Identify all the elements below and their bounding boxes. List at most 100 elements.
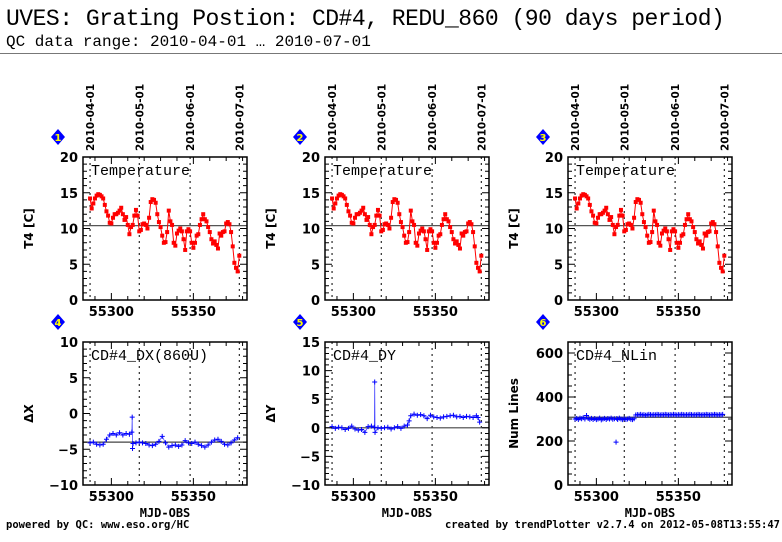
data-point	[209, 237, 214, 242]
data-point	[334, 196, 339, 201]
top-axis-date-label: 2010-06-01	[185, 84, 197, 151]
data-point	[416, 231, 421, 236]
data-point	[120, 432, 126, 438]
y-tick-label: 15	[302, 187, 320, 202]
data-point	[406, 418, 412, 424]
data-point	[459, 231, 464, 236]
data-point	[395, 200, 400, 205]
data-point	[349, 423, 355, 429]
data-point	[612, 232, 617, 237]
data-point	[119, 205, 124, 210]
data-point	[372, 429, 378, 435]
data-point	[461, 233, 466, 238]
data-point	[651, 208, 656, 213]
data-point	[475, 415, 481, 421]
data-point	[477, 269, 482, 274]
data-point	[171, 240, 176, 245]
data-point	[343, 196, 348, 201]
plot-label: CD#4_DY	[333, 348, 396, 365]
data-point	[145, 226, 150, 231]
x-tick-label: 55350	[656, 490, 701, 505]
y-axis-label: Num Lines	[507, 378, 521, 449]
data-point	[686, 212, 691, 217]
data-point	[681, 232, 686, 237]
data-point	[630, 226, 635, 231]
data-point	[97, 442, 103, 448]
data-point	[346, 209, 351, 214]
data-point	[179, 229, 184, 234]
data-point	[146, 442, 152, 448]
y-tick-label: 10	[60, 223, 78, 238]
data-point	[618, 207, 623, 212]
data-point	[450, 412, 456, 418]
data-point	[663, 226, 668, 231]
data-point	[148, 200, 153, 205]
data-point	[613, 439, 619, 445]
data-point	[584, 412, 590, 418]
data-point	[643, 225, 648, 230]
y-tick-label: 10	[60, 336, 78, 351]
data-point	[351, 221, 356, 226]
footer-powered-by: powered by QC: www.eso.org/HC	[6, 519, 190, 531]
data-point	[133, 440, 139, 446]
data-point	[222, 441, 228, 447]
data-point	[339, 425, 345, 431]
x-tick-label: 55350	[171, 305, 216, 320]
data-point	[454, 414, 460, 420]
data-point	[380, 227, 385, 232]
data-point	[109, 221, 114, 226]
badge-number: 6	[540, 318, 547, 329]
data-point	[696, 241, 701, 246]
data-point	[391, 425, 397, 431]
x-axis-label: MJD-OBS	[625, 506, 676, 520]
data-point	[457, 413, 463, 419]
data-point	[382, 425, 388, 431]
data-point	[692, 230, 697, 235]
data-point	[130, 446, 136, 452]
y-tick-label: 0	[69, 408, 78, 423]
data-point	[202, 217, 207, 222]
data-point	[648, 240, 653, 245]
data-point	[694, 237, 699, 242]
data-point	[110, 431, 116, 437]
data-point	[130, 441, 136, 447]
data-point	[431, 240, 436, 245]
top-axis-date-label: 2010-05-01	[376, 84, 388, 151]
data-point	[361, 205, 366, 210]
data-point	[397, 212, 402, 217]
data-point	[444, 413, 450, 419]
data-point	[664, 229, 669, 234]
data-point	[421, 229, 426, 234]
data-point	[699, 242, 704, 247]
top-axis-date-label: 2010-07-01	[234, 84, 246, 151]
data-point	[234, 265, 239, 270]
data-point	[189, 240, 194, 245]
data-point	[714, 230, 719, 235]
data-point	[426, 229, 431, 234]
data-point	[147, 215, 152, 220]
data-point	[237, 253, 242, 258]
data-point	[596, 215, 601, 220]
data-point	[674, 240, 679, 245]
data-point	[717, 260, 722, 265]
data-point	[173, 243, 178, 248]
data-point	[336, 424, 342, 430]
data-point	[402, 233, 407, 238]
data-point	[123, 431, 129, 437]
data-point	[143, 222, 148, 227]
data-point	[378, 425, 384, 431]
data-point	[117, 430, 123, 436]
data-point	[229, 230, 234, 235]
data-point	[658, 243, 663, 248]
data-point	[122, 217, 127, 222]
data-point	[136, 439, 142, 445]
series-line	[574, 193, 725, 274]
y-tick-label: 0	[554, 294, 563, 309]
diamond-icon	[536, 129, 550, 145]
y-tick-label: 200	[536, 435, 563, 450]
y-tick-label: 400	[536, 391, 563, 406]
data-point	[176, 228, 181, 233]
data-point	[341, 194, 346, 199]
data-point	[99, 194, 104, 199]
data-point	[424, 416, 430, 422]
